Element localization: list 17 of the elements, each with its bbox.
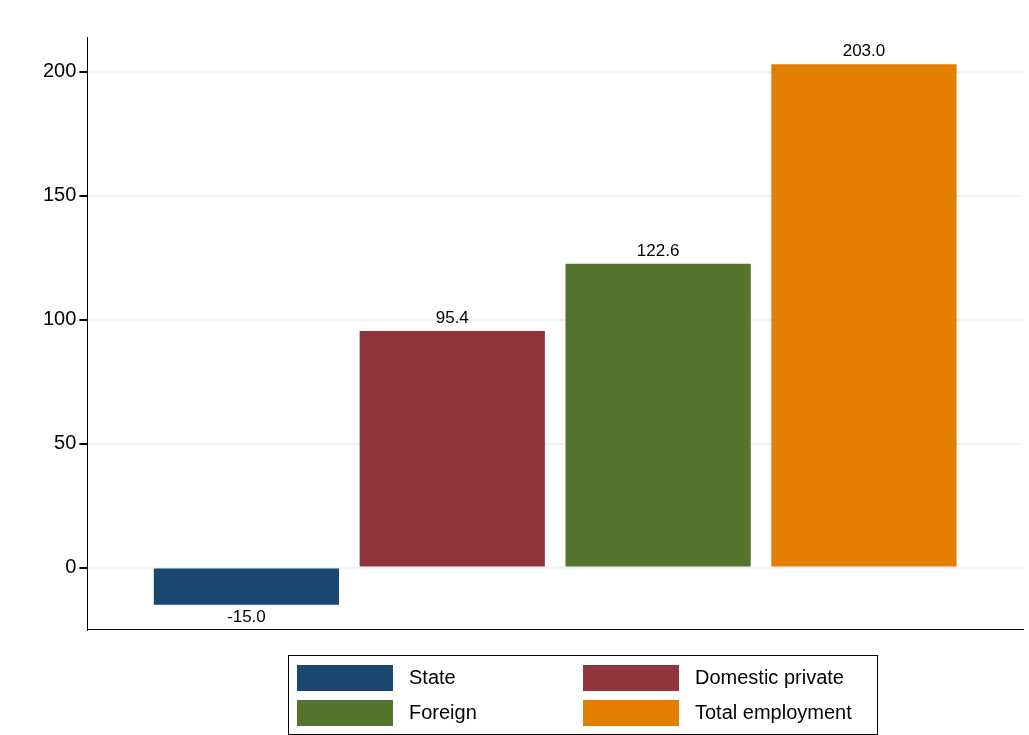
bar <box>771 64 957 567</box>
bar <box>153 568 340 605</box>
legend-label: State <box>409 666 456 689</box>
y-tick-label: 100 <box>42 307 77 330</box>
data-label: 203.0 <box>842 41 886 61</box>
data-label: 122.6 <box>636 240 680 260</box>
legend-label: Foreign <box>409 701 477 724</box>
legend-label: Total employment <box>695 701 852 724</box>
y-tick-label: 50 <box>54 431 77 454</box>
data-label: -15.0 <box>227 606 266 626</box>
y-tick-label: 200 <box>42 59 77 82</box>
bar <box>565 263 751 567</box>
y-tick-label: 150 <box>42 183 77 206</box>
bar <box>359 331 545 567</box>
y-tick-label: 0 <box>65 555 77 578</box>
legend-label: Domestic private <box>695 666 844 689</box>
data-label: 95.4 <box>435 308 469 328</box>
